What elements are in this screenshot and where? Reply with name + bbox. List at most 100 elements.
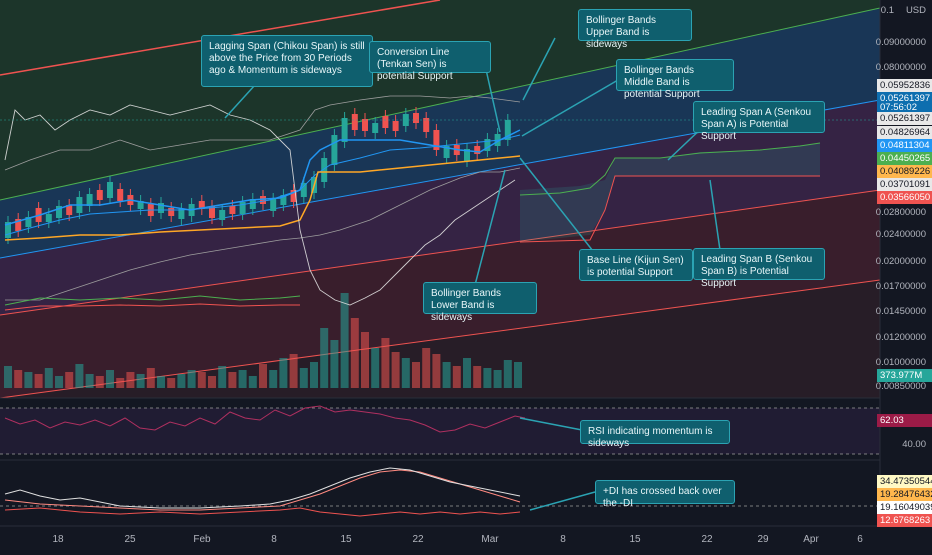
- y-tick-label: 0.02000000: [875, 256, 926, 267]
- channel-line-red-bottom: [0, 279, 881, 399]
- candle-body: [168, 208, 175, 216]
- price-label-box: 0.05261397: [877, 112, 932, 125]
- volume-bar: [330, 340, 339, 388]
- callout-senkou-b: Leading Span B (Senkou Span B) is Potent…: [693, 248, 825, 289]
- volume-bar: [248, 376, 257, 388]
- x-tick-label: 15: [629, 534, 641, 545]
- y-tick-label: 0.09000000: [875, 37, 926, 48]
- candle-body: [158, 203, 164, 213]
- channel-line-red: [0, 189, 881, 316]
- callout-bb-middle: Bollinger Bands Middle Band is potential…: [616, 59, 734, 100]
- candle-body: [66, 205, 73, 215]
- volume-bar: [238, 370, 247, 388]
- x-tick-label: 25: [124, 534, 136, 545]
- x-tick-label: 29: [757, 534, 769, 545]
- channel-zone-purple: [0, 100, 880, 315]
- volume-bar: [361, 332, 369, 388]
- volume-bar: [463, 358, 471, 388]
- candle-body: [413, 113, 419, 123]
- x-tick-label: 15: [340, 534, 352, 545]
- volume-bar: [422, 348, 431, 388]
- candle-body: [341, 118, 348, 142]
- x-tick-label: 8: [271, 534, 277, 545]
- candle-body: [56, 206, 62, 218]
- volume-bar: [320, 328, 329, 388]
- x-tick-label: 8: [560, 534, 566, 545]
- candle-body: [504, 120, 511, 140]
- y-tick-label: 0.01450000: [875, 306, 926, 317]
- y-tick-label: 0.01700000: [875, 281, 926, 292]
- volume-bar: [310, 362, 318, 388]
- tenkan-sen-line: [4, 129, 521, 226]
- price-label-box: 19.28476432: [877, 488, 932, 501]
- candle-body: [117, 189, 124, 201]
- volume-bar: [187, 370, 196, 388]
- candle-body: [178, 209, 185, 219]
- volume-bar: [350, 318, 359, 388]
- price-label-box: 34.47350544: [877, 475, 932, 488]
- y-tick-label: 0.1: [880, 5, 894, 16]
- candle-body: [464, 149, 470, 161]
- volume-bar: [473, 366, 482, 388]
- volume-bar: [197, 372, 206, 388]
- candle-body: [86, 194, 93, 206]
- volume-bar: [493, 370, 502, 388]
- x-tick-label: 18: [52, 534, 64, 545]
- price-label-box: 19.16049039: [877, 501, 932, 514]
- y-tick-label: 0.00850000: [875, 381, 926, 392]
- rsi-tick-label: 40.00: [902, 439, 926, 450]
- price-label-box: 0.04450265: [877, 152, 932, 165]
- volume-bar: [167, 378, 176, 388]
- volume-bar: [299, 368, 308, 388]
- price-label-box: 0.05952836: [877, 79, 932, 92]
- y-tick-label: 0.02800000: [875, 207, 926, 218]
- volume-bar: [289, 354, 298, 388]
- volume-bar: [514, 362, 522, 388]
- volume-bar: [228, 372, 237, 388]
- candle-body: [392, 121, 399, 131]
- candle-body: [249, 199, 256, 209]
- candle-body: [96, 190, 103, 200]
- x-tick-label: Mar: [481, 534, 499, 545]
- candle-body: [219, 210, 226, 220]
- price-label-box: 62.03: [877, 414, 932, 427]
- price-label-box: 0.04811304: [877, 139, 932, 152]
- candle-body: [300, 183, 307, 197]
- volume-bar: [55, 376, 63, 388]
- volume-bar: [483, 368, 492, 388]
- volume-bar: [75, 364, 84, 388]
- volume-bar: [452, 366, 461, 388]
- x-tick-label: 6: [857, 534, 863, 545]
- price-label-box: 0.03566050: [877, 191, 932, 204]
- candle-body: [198, 201, 205, 209]
- volume-bar: [4, 366, 12, 388]
- volume-bar: [412, 362, 420, 388]
- price-label-box: 12.6768263: [877, 514, 932, 527]
- volume-bar: [259, 364, 267, 388]
- rsi-line: [4, 405, 526, 433]
- senkou-span-b-line: [519, 175, 820, 243]
- candle-body: [331, 135, 338, 165]
- bollinger-upper-band: [4, 95, 521, 171]
- y-tick-label: 0.01000000: [875, 357, 926, 368]
- callout-senkou-a: Leading Span A (Senkou Span A) is Potent…: [693, 101, 825, 142]
- callout-tenkan-sen: Conversion Line (Tenkan Sen) is potentia…: [369, 41, 491, 82]
- callout-dmi: +DI has crossed back over the -DI: [595, 480, 735, 509]
- volume-bar: [95, 376, 104, 388]
- candle-body: [270, 199, 277, 211]
- volume-bar: [391, 352, 400, 388]
- bollinger-middle-band: [4, 134, 521, 236]
- kijun-sen-line: [4, 155, 521, 241]
- x-tick-label: 22: [412, 534, 424, 545]
- price-label-box: 0.04089226: [877, 165, 932, 178]
- volume-bar: [65, 372, 74, 388]
- volume-bar: [208, 376, 216, 388]
- volume-bar: [218, 366, 227, 388]
- leading-green-line: [4, 295, 301, 306]
- ichimoku-cloud: [520, 143, 820, 242]
- y-tick-label: 0.01200000: [875, 332, 926, 343]
- senkou-span-a-line: [519, 142, 821, 196]
- plus-di-line: [4, 467, 521, 509]
- candle-body: [433, 130, 440, 150]
